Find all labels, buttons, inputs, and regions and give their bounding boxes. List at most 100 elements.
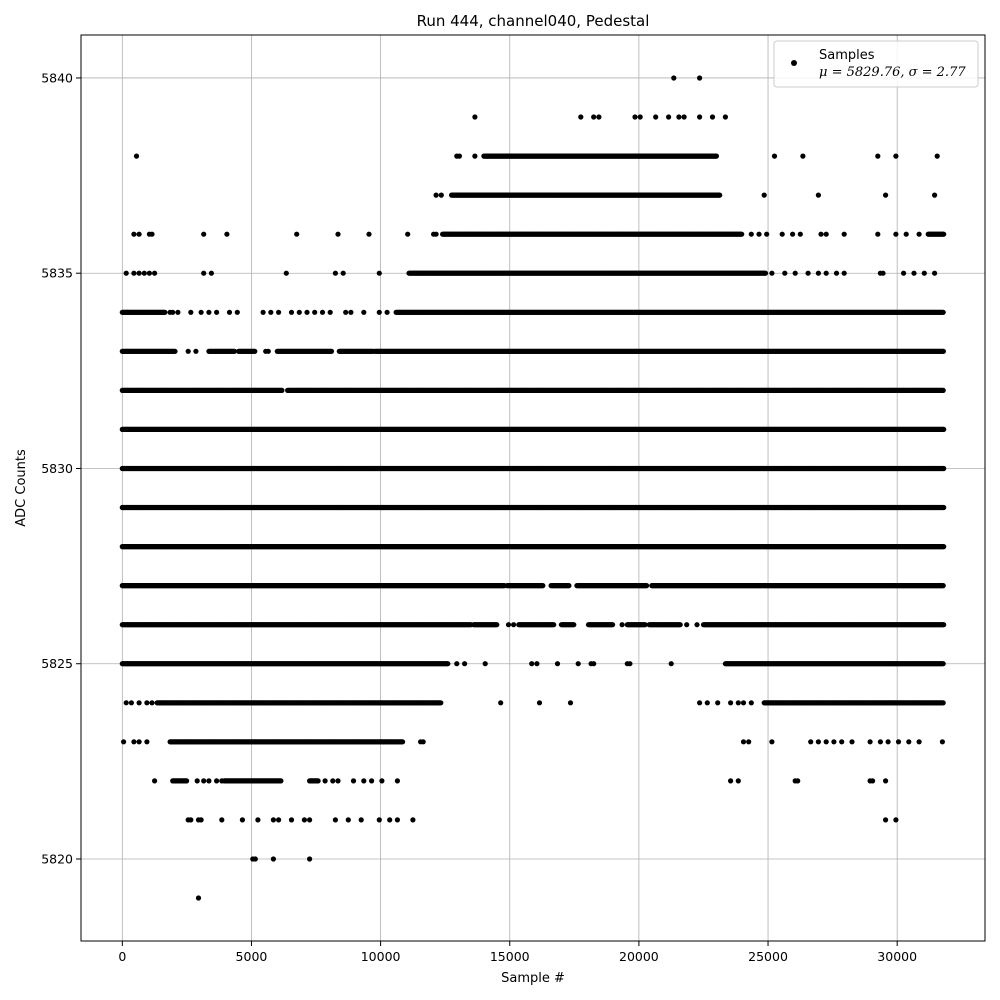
data-point (454, 661, 460, 667)
data-point (152, 778, 158, 784)
level-5825 (119, 661, 946, 667)
data-point (877, 739, 884, 745)
chart-title: Run 444, channel040, Pedestal (417, 12, 650, 30)
data-point (536, 700, 543, 706)
data-point (740, 700, 747, 706)
data-point (335, 778, 341, 784)
data-point (136, 739, 142, 745)
level-5829 (119, 504, 947, 511)
data-point (795, 778, 801, 784)
data-point (906, 739, 912, 745)
level-5820 (250, 856, 313, 862)
data-point (529, 661, 535, 667)
data-point (219, 817, 225, 823)
data-point (684, 622, 690, 628)
data-point (748, 700, 754, 706)
data-point (195, 895, 202, 901)
data-point (839, 739, 845, 745)
data-point (668, 661, 674, 667)
data-point (462, 661, 468, 667)
data-point (644, 583, 650, 589)
data-point (769, 739, 775, 745)
level-5822 (152, 778, 889, 784)
data-point (239, 817, 245, 823)
data-point (198, 817, 204, 823)
data-point (376, 817, 382, 823)
data-point (206, 778, 212, 784)
data-point (728, 700, 734, 706)
data-point (219, 778, 225, 784)
data-point (149, 700, 155, 706)
data-point (136, 700, 142, 706)
data-point (188, 817, 194, 823)
data-point (808, 739, 814, 745)
data-point (940, 661, 946, 667)
data-point (870, 778, 876, 784)
level-5824 (123, 700, 946, 706)
data-point (893, 817, 899, 823)
data-point (610, 622, 616, 628)
data-point (728, 778, 734, 784)
data-point (369, 778, 375, 784)
data-point (735, 700, 741, 706)
data-point (566, 583, 572, 589)
data-point (815, 739, 822, 745)
data-point (361, 778, 367, 784)
data-point (940, 700, 946, 706)
data-point (498, 700, 504, 706)
data-point (345, 817, 351, 823)
data-points (119, 75, 947, 901)
level-5819 (195, 895, 202, 901)
data-point (697, 700, 703, 706)
level-5828 (119, 544, 947, 550)
data-point (322, 778, 328, 784)
data-point (387, 817, 393, 823)
data-point (184, 778, 190, 784)
data-point (694, 622, 700, 628)
data-point (895, 739, 902, 745)
data-point (394, 817, 400, 823)
data-point (482, 661, 488, 667)
data-point (445, 661, 451, 667)
data-point (410, 817, 416, 823)
data-point (131, 739, 137, 745)
data-point (571, 622, 577, 628)
level-5823 (121, 739, 946, 745)
data-point (330, 778, 336, 784)
data-point (939, 739, 946, 745)
data-point (505, 622, 512, 628)
data-point (121, 739, 127, 745)
data-point (849, 739, 855, 745)
data-point (307, 856, 313, 862)
data-point (916, 739, 922, 745)
data-point (715, 700, 721, 706)
level-5827 (119, 583, 946, 589)
level-5821 (185, 817, 899, 823)
data-point (823, 739, 829, 745)
data-point (940, 583, 946, 589)
data-point (276, 817, 282, 823)
data-point (591, 661, 597, 667)
data-point (128, 700, 134, 706)
data-point (883, 817, 889, 823)
data-point (270, 856, 276, 862)
data-point (885, 739, 891, 745)
data-point (575, 661, 581, 667)
data-point (831, 739, 837, 745)
data-point (420, 739, 426, 745)
data-point (358, 817, 364, 823)
data-point (867, 739, 873, 745)
data-point (735, 778, 741, 784)
data-point (278, 778, 284, 784)
data-point (540, 583, 546, 589)
data-point (438, 700, 444, 706)
data-point (350, 778, 357, 784)
data-point (307, 817, 313, 823)
data-point (551, 622, 557, 628)
data-point (144, 700, 150, 706)
data-point (619, 622, 625, 628)
data-point (288, 817, 295, 823)
